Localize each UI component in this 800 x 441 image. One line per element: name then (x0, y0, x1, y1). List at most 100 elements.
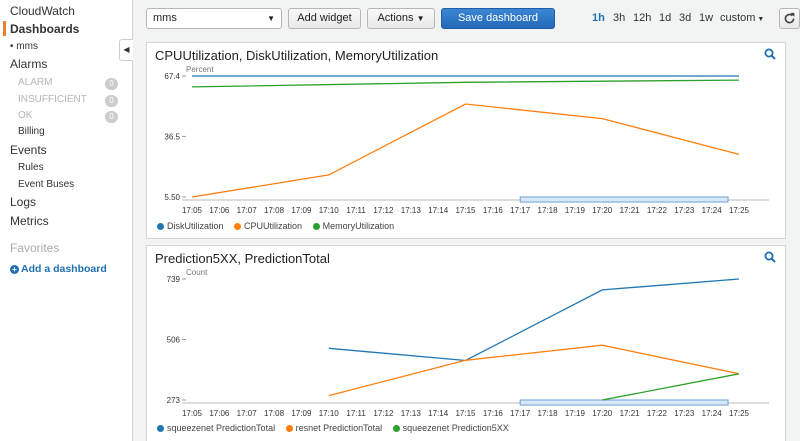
x-tick-label: 17:17 (510, 206, 531, 215)
series-line[interactable] (328, 344, 740, 397)
alarm-count-badge: 0 (105, 78, 118, 90)
nav-logs[interactable]: Logs (10, 195, 37, 209)
range-12h[interactable]: 12h (633, 12, 652, 24)
x-tick-label: 17:22 (647, 206, 668, 215)
search-icon[interactable] (764, 48, 776, 60)
insufficient-count-badge: 0 (105, 95, 118, 107)
widget-cpu-disk-memory: CPUUtilization, DiskUtilization, MemoryU… (146, 42, 786, 239)
actions-label: Actions (377, 12, 414, 24)
y-axis-label: Count (186, 268, 208, 277)
x-tick-label: 17:22 (647, 409, 668, 418)
x-tick-label: 17:18 (538, 206, 559, 215)
x-tick-label: 17:15 (455, 206, 476, 215)
x-tick-label: 17:11 (346, 409, 366, 418)
actions-button[interactable]: Actions ▼ (367, 8, 435, 29)
x-tick-label: 17:08 (264, 409, 285, 418)
y-tick-label: 36.5 (164, 132, 180, 141)
nav-billing[interactable]: Billing (18, 126, 45, 137)
nav-event-buses[interactable]: Event Buses (18, 179, 75, 190)
nav-dashboards[interactable]: Dashboards (10, 22, 80, 36)
x-tick-label: 17:06 (209, 206, 230, 215)
range-3h[interactable]: 3h (613, 12, 626, 24)
x-tick-label: 17:19 (565, 409, 586, 418)
x-tick-label: 17:12 (373, 206, 394, 215)
x-tick-label: 17:06 (209, 409, 230, 418)
widget-title: Prediction5XX, PredictionTotal (155, 251, 330, 266)
x-tick-label: 17:11 (346, 206, 366, 215)
series-line[interactable] (328, 278, 740, 362)
x-tick-label: 17:07 (237, 206, 258, 215)
legend-item[interactable]: DiskUtilization (157, 221, 224, 231)
bullet-icon: • (10, 41, 17, 52)
nav-alarm-state-insufficient[interactable]: INSUFFICIENT (18, 94, 87, 105)
refresh-button[interactable] (779, 8, 800, 29)
nav-alarm-state-ok[interactable]: OK (18, 110, 33, 121)
range-custom[interactable]: custom ▼ (720, 12, 765, 24)
x-tick-label: 17:18 (538, 409, 559, 418)
x-tick-label: 17:10 (319, 206, 340, 215)
nav-cloudwatch[interactable]: CloudWatch (10, 4, 75, 18)
y-tick-label: 273 (167, 396, 181, 405)
range-1w[interactable]: 1w (699, 12, 714, 24)
save-dashboard-button[interactable]: Save dashboard (441, 8, 555, 29)
series-line[interactable] (191, 79, 740, 88)
legend-item[interactable]: resnet PredictionTotal (285, 423, 382, 433)
x-tick-label: 17:20 (592, 206, 613, 215)
x-tick-label: 17:16 (483, 206, 504, 215)
range-1d[interactable]: 1d (659, 12, 672, 24)
active-indicator (3, 21, 6, 36)
legend-swatch-icon (157, 425, 164, 432)
legend-item[interactable]: squeezenet Prediction5XX (392, 423, 509, 433)
x-tick-label: 17:13 (401, 206, 422, 215)
nav-alarms[interactable]: Alarms (10, 57, 48, 71)
x-tick-label: 17:10 (319, 409, 340, 418)
x-tick-label: 17:25 (729, 409, 750, 418)
collapse-sidebar-button[interactable]: ◀ (119, 39, 133, 61)
legend-item[interactable]: CPUUtilization (234, 221, 302, 231)
favorites-heading: Favorites (10, 241, 60, 255)
triangle-left-icon: ◀ (123, 45, 130, 54)
range-1h[interactable]: 1h (592, 12, 605, 24)
nav-rules[interactable]: Rules (18, 162, 44, 173)
x-tick-label: 17:14 (428, 409, 449, 418)
caret-down-icon: ▼ (755, 16, 765, 23)
x-tick-label: 17:05 (182, 409, 203, 418)
dashboard-select[interactable]: mms ▼ (146, 8, 282, 29)
x-tick-label: 17:19 (565, 206, 586, 215)
add-widget-button[interactable]: Add widget (288, 8, 361, 29)
x-tick-label: 17:09 (291, 206, 312, 215)
x-tick-label: 17:24 (702, 206, 723, 215)
range-scrollbar[interactable] (519, 399, 729, 406)
dashboard-select-value: mms (153, 12, 177, 24)
nav-metrics[interactable]: Metrics (10, 214, 49, 228)
y-tick-label: 5.50 (164, 193, 180, 202)
range-3d[interactable]: 3d (679, 12, 692, 24)
series-line[interactable] (602, 373, 740, 401)
legend-swatch-icon (234, 223, 242, 230)
series-line[interactable] (191, 103, 740, 198)
y-axis-label: Percent (186, 65, 214, 74)
search-icon[interactable] (764, 251, 776, 263)
range-scrollbar[interactable] (519, 196, 729, 203)
legend-item[interactable]: MemoryUtilization (312, 221, 394, 231)
x-tick-label: 17:23 (674, 409, 695, 418)
x-tick-label: 17:21 (620, 206, 641, 215)
nav-alarm-state-alarm[interactable]: ALARM (18, 77, 53, 88)
add-dashboard-link[interactable]: + Add a dashboard (10, 263, 107, 275)
chart-legend: DiskUtilization CPUUtilization MemoryUti… (157, 221, 402, 231)
legend-item[interactable]: squeezenet PredictionTotal (157, 423, 275, 433)
x-tick-label: 17:07 (237, 409, 258, 418)
refresh-icon (784, 12, 795, 24)
x-tick-label: 17:08 (264, 206, 285, 215)
widget-prediction: Prediction5XX, PredictionTotal Count 739 5… (146, 245, 786, 441)
nav-events[interactable]: Events (10, 143, 47, 157)
x-tick-label: 17:13 (401, 409, 422, 418)
y-tick-label: 67.4 (164, 72, 180, 81)
x-tick-label: 17:09 (291, 409, 312, 418)
y-tick-label: 739 (167, 275, 181, 284)
x-tick-label: 17:14 (428, 206, 449, 215)
sidebar: CloudWatch Dashboards • mms Alarms ALARM… (0, 0, 133, 441)
nav-dashboard-mms[interactable]: • mms (10, 41, 38, 52)
